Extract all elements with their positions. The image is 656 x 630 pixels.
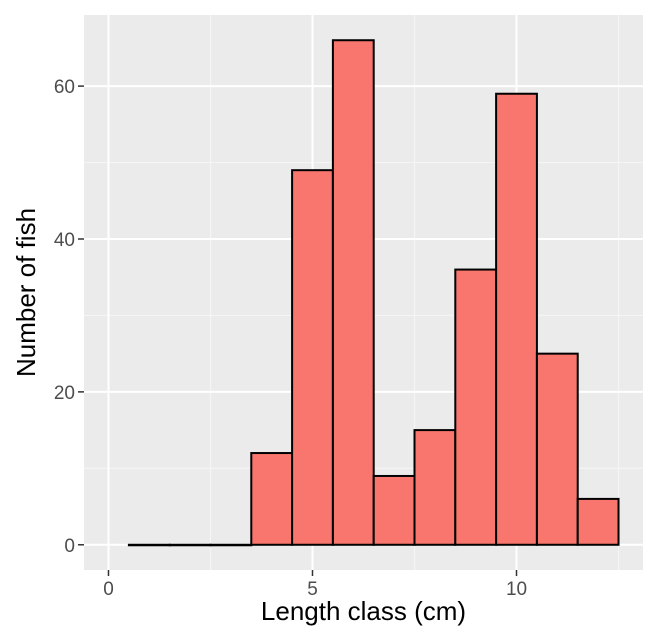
histogram-bar (168, 543, 212, 547)
x-tick-label: 5 (307, 579, 318, 600)
histogram-bar (413, 429, 457, 546)
y-axis: 0 20 40 60 (54, 77, 84, 557)
histogram-bar (454, 268, 498, 546)
y-tick-label: 0 (64, 536, 75, 557)
histogram-bar (250, 452, 294, 546)
x-axis: 0 5 10 (103, 570, 527, 600)
y-tick-label: 20 (54, 383, 75, 404)
histogram-bar (495, 92, 538, 546)
histogram-bar (127, 543, 171, 547)
x-tick-label: 0 (103, 579, 114, 600)
y-tick-label: 60 (54, 77, 75, 98)
histogram-bar (576, 497, 620, 546)
y-axis-title: Number of fish (11, 208, 41, 377)
histogram-bar (535, 352, 579, 546)
histogram-bar (209, 543, 253, 547)
histogram-bars (127, 39, 620, 547)
y-tick-label: 40 (54, 230, 75, 251)
histogram-bar (372, 474, 416, 546)
x-tick-label: 10 (506, 579, 527, 600)
histogram-bar (331, 39, 375, 546)
x-axis-title: Length class (cm) (261, 596, 466, 626)
histogram-bar (291, 169, 334, 546)
